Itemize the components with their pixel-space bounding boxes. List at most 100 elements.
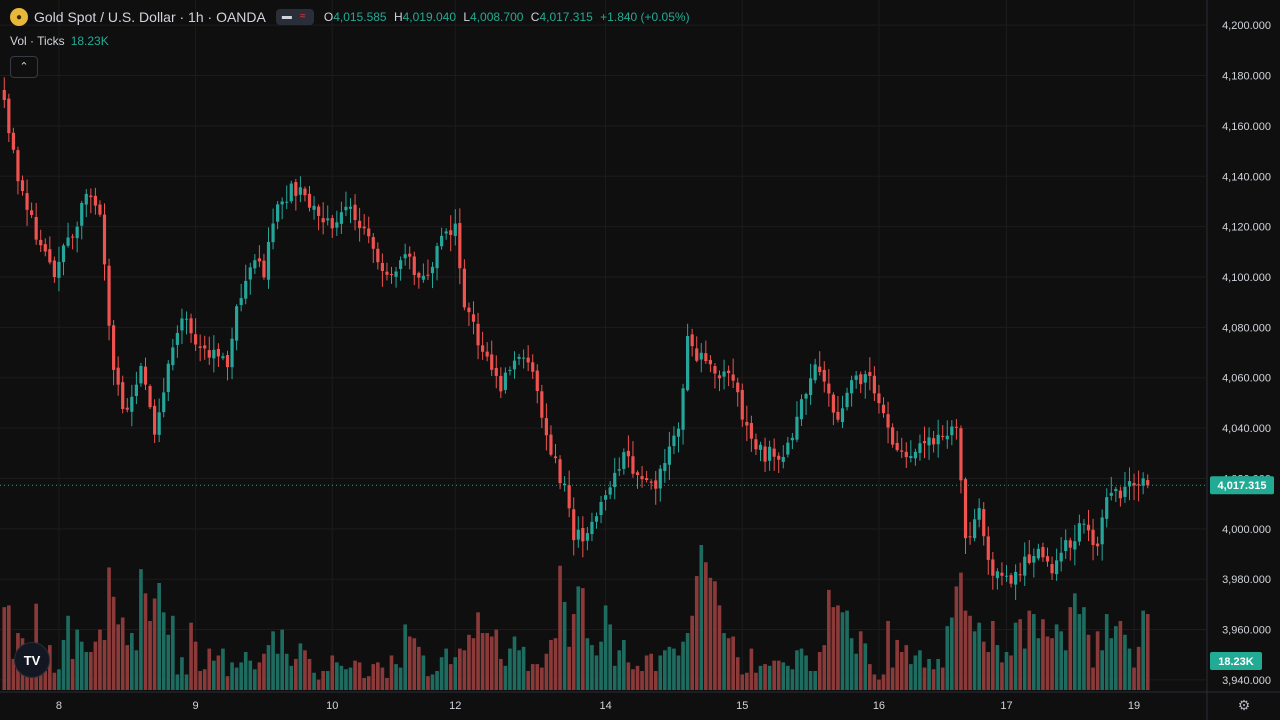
volume-bar [289,665,294,690]
candle-body [827,383,831,394]
volume-bar [371,664,376,690]
volume-bar [663,650,667,690]
volume-bar [972,631,977,690]
price-tick-label: 4,160.000 [1222,121,1271,133]
wave-icon[interactable]: ≈ [300,11,306,22]
candle-body [585,533,589,541]
tradingview-logo-icon[interactable]: TV [14,642,50,678]
time-tick-label: 15 [736,700,748,712]
candle-body [399,260,403,270]
volume-bar [152,598,157,690]
candle-body [1109,492,1113,496]
volume-bar [772,660,776,690]
volume-bar [558,565,562,690]
candle-body [840,408,845,423]
high-key: H [393,10,403,24]
volume-value: 18.23K [70,34,109,48]
volume-bar [740,674,745,690]
candle-body [809,378,813,395]
volume-bar [635,665,640,690]
candle-body [467,307,471,313]
open-key: O [323,10,334,24]
candle-body [89,195,93,198]
volume-bar [991,620,995,690]
volume-bar [139,569,143,690]
gear-icon[interactable]: ⚙ [1236,697,1252,713]
candle-body [895,442,899,451]
candle-body [517,356,521,359]
volume-bar [977,622,981,690]
volume-bar [362,677,366,690]
volume-bar [480,633,485,690]
candle-body [945,435,949,440]
candle-body [749,423,753,439]
volume-bar [963,610,968,690]
volume-bar [640,671,644,690]
volume-bar [1045,636,1050,690]
time-axis[interactable]: 8 9 10 12 14 15 16 17 19 [56,700,1140,712]
volume-bar [294,658,298,690]
volume-bar [417,646,421,690]
volume-bar [344,669,348,690]
volume-bar [1077,614,1082,690]
candle-body [986,536,990,560]
symbol-title[interactable]: Gold Spot / U.S. Dollar · 1h · OANDA [34,9,266,25]
candle-body [34,216,38,240]
candle-body [257,258,261,262]
candle-body [312,205,316,210]
collapse-legend-button[interactable]: ⌃ [10,56,38,78]
candle-body [321,218,325,223]
chevron-up-icon: ⌃ [19,61,29,73]
candle-body [198,346,202,348]
volume-bar [148,620,152,690]
candle-body [180,318,184,331]
price-tick-label: 3,960.000 [1222,625,1271,637]
candle-body [604,495,608,500]
candle-body [991,559,995,576]
volume-bar [567,646,571,690]
volume-bar [571,614,576,690]
volume-bar [89,652,93,690]
minus-icon[interactable]: ▬ [281,11,292,22]
candle-body [453,223,457,236]
legend-controls[interactable]: ▬ ≈ [275,9,314,25]
candle-body [635,472,640,476]
candle-body [681,388,685,430]
volume-bar [968,615,972,690]
volume-bar [822,645,827,690]
volume-bar [394,664,398,690]
volume-label[interactable]: Vol · Ticks [10,34,65,48]
volume-bar [658,655,663,690]
candle-body [722,371,726,377]
open-value: 4,015.585 [333,10,387,24]
candle-body [909,456,913,459]
candle-body [977,508,981,520]
current-volume-label: 18.23K [1218,656,1254,668]
volume-bar [681,641,685,690]
candle-body [535,370,539,392]
volume-bar [672,648,676,690]
volume-bar [936,658,940,690]
volume-bar [458,648,462,690]
time-tick-label: 14 [599,700,611,712]
volume-bar [950,617,954,690]
volume-bar [858,631,863,690]
candle-body [389,274,394,276]
candle-body [212,349,216,359]
price-axis[interactable]: 4,200.000 4,180.000 4,160.000 4,140.000 4,12… [1210,20,1274,687]
candle-body [107,265,111,326]
volume-bar [348,667,353,690]
candle-body [143,366,148,385]
candle-body [1036,548,1040,559]
candle-body [786,442,790,455]
volume-bar [1036,638,1041,690]
volume-bar [608,624,612,690]
candle-body [130,396,134,412]
candle-body [877,393,881,404]
volume-bar [494,629,499,690]
volume-bar [107,567,111,690]
volume-bar [444,648,448,690]
volume-bar [704,562,708,690]
candle-body [162,392,166,413]
